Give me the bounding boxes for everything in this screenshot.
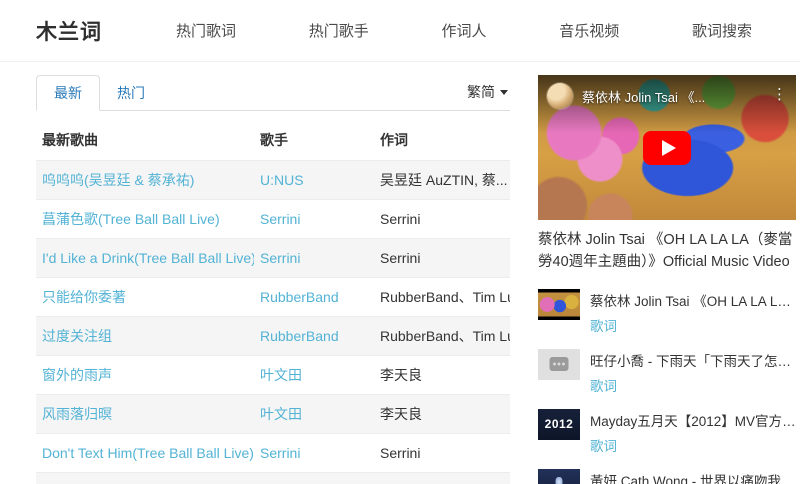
song-row: 呜呜呜(吴昱廷 & 蔡承祐) U:NUS 吴昱廷 AuZTIN, 蔡... bbox=[36, 160, 510, 200]
nav-item-lyric-search[interactable]: 歌词搜索 bbox=[691, 23, 752, 40]
placeholder-video-icon bbox=[549, 357, 569, 371]
tab-hot[interactable]: 热门 bbox=[117, 85, 145, 101]
lyrics-link[interactable]: 歌词 bbox=[590, 378, 617, 394]
song-row: I'd Like a Drink(Tree Ball Ball Live) Se… bbox=[36, 238, 510, 278]
site-logo[interactable]: 木兰词 bbox=[36, 20, 102, 44]
song-title-link[interactable]: Don't Text Him(Tree Ball Ball Live) bbox=[42, 445, 254, 461]
nav-item-hot-singers[interactable]: 热门歌手 bbox=[308, 23, 369, 40]
song-title-link[interactable]: 风雨落归暝 bbox=[42, 406, 112, 422]
video-sidebar: 蔡依林 Jolin Tsai 《... ⋮ 蔡依林 Jolin Tsai 《OH… bbox=[538, 75, 796, 484]
singer-link[interactable]: 叶文田 bbox=[260, 367, 302, 383]
video-thumbnail bbox=[538, 348, 580, 380]
more-options-icon[interactable]: ⋮ bbox=[772, 86, 787, 103]
writer-text: 李天良 bbox=[380, 406, 422, 422]
lyrics-link[interactable]: 歌词 bbox=[590, 438, 617, 454]
nav-item-hot-lyrics[interactable]: 热门歌词 bbox=[176, 23, 237, 40]
youtube-play-button[interactable] bbox=[643, 130, 691, 165]
song-title-link[interactable]: 过度关注组 bbox=[42, 328, 112, 344]
nav-item-lyricists[interactable]: 作词人 bbox=[441, 23, 487, 40]
singer-link[interactable]: Serrini bbox=[260, 445, 301, 461]
video-list-item: 旺仔小喬 - 下雨天「下雨天了怎麼辦... 歌词 bbox=[538, 348, 796, 396]
tab-bar: 最新 热门 繁简 bbox=[36, 75, 510, 111]
youtube-player[interactable]: 蔡依林 Jolin Tsai 《... ⋮ bbox=[538, 75, 796, 220]
song-row: 过度关注组 RubberBand RubberBand、Tim Lui bbox=[36, 316, 510, 356]
singer-link[interactable]: Serrini bbox=[260, 250, 301, 266]
thumbnail-caption: 2012 bbox=[544, 417, 574, 431]
video-list-item: 2012 Mayday五月天【2012】MV官方完... 歌词 bbox=[538, 408, 796, 456]
table-header-row: 最新歌曲 歌手 作词 bbox=[36, 120, 510, 161]
main-nav: 热门歌词 热门歌手 作词人 音乐视频 歌词搜索 bbox=[176, 20, 752, 41]
channel-avatar[interactable] bbox=[547, 83, 573, 109]
tab-latest[interactable]: 最新 bbox=[36, 75, 100, 111]
player-overlay-title[interactable]: 蔡依林 Jolin Tsai 《... bbox=[582, 90, 706, 105]
song-row: 窗外的雨声 叶文田 李天良 bbox=[36, 355, 510, 395]
column-header-singer: 歌手 bbox=[260, 132, 288, 148]
singer-link[interactable]: Serrini bbox=[260, 211, 301, 227]
related-video-list: 蔡依林 Jolin Tsai 《OH LA LA LA（... 歌词 旺仔小喬 … bbox=[538, 288, 796, 484]
column-header-writer: 作词 bbox=[380, 132, 408, 148]
singer-link[interactable]: 叶文田 bbox=[260, 406, 302, 422]
singer-link[interactable]: RubberBand bbox=[260, 328, 339, 344]
lyrics-link[interactable]: 歌词 bbox=[590, 318, 617, 334]
song-title-link[interactable]: 只能给你委著 bbox=[42, 289, 126, 305]
song-row: 风雨落归暝 叶文田 李天良 bbox=[36, 394, 510, 434]
video-list-item: 蔡依林 Jolin Tsai 《OH LA LA LA（... 歌词 bbox=[538, 288, 796, 336]
column-header-song: 最新歌曲 bbox=[42, 132, 98, 148]
top-navbar: 木兰词 热门歌词 热门歌手 作词人 音乐视频 歌词搜索 bbox=[0, 0, 800, 62]
traditional-simplified-toggle[interactable]: 繁简 bbox=[467, 82, 510, 110]
singer-link[interactable]: RubberBand bbox=[260, 289, 339, 305]
writer-text: RubberBand、Tim Lui bbox=[380, 289, 510, 305]
nav-item-music-videos[interactable]: 音乐视频 bbox=[559, 23, 620, 40]
video-item-title: 旺仔小喬 - 下雨天「下雨天了怎麼辦... bbox=[590, 353, 796, 369]
video-list-item: 黃妍 Cath Wong - 世界以痛吻我而... 歌词 bbox=[538, 468, 796, 484]
player-title-overlay: 蔡依林 Jolin Tsai 《... ⋮ bbox=[538, 75, 796, 133]
video-item-title: 黃妍 Cath Wong - 世界以痛吻我而... bbox=[590, 473, 796, 484]
song-title-link[interactable]: 呜呜呜(吴昱廷 & 蔡承祐) bbox=[42, 172, 195, 188]
song-title-link[interactable]: I'd Like a Drink(Tree Ball Ball Live) bbox=[42, 250, 254, 266]
writer-text: 吴昱廷 AuZTIN, 蔡... bbox=[380, 172, 508, 188]
writer-text: Serrini bbox=[380, 445, 421, 461]
writer-text: Serrini bbox=[380, 250, 421, 266]
video-thumbnail bbox=[538, 468, 580, 484]
video-thumbnail bbox=[538, 288, 580, 320]
song-title-link[interactable]: 窗外的雨声 bbox=[42, 367, 112, 383]
song-title-link[interactable]: 菖蒲色歌(Tree Ball Ball Live) bbox=[42, 211, 220, 227]
song-row: D.N.D. 勿扰 U:NUS 吴昱廷 AuZTIN, 高... bbox=[36, 472, 510, 484]
lang-toggle-label: 繁简 bbox=[467, 84, 495, 100]
page-body: 最新 热门 繁简 最新歌曲 歌手 作词 呜呜呜(吴昱廷 & 蔡承祐) U:NUS bbox=[0, 62, 800, 484]
video-item-title: 蔡依林 Jolin Tsai 《OH LA LA LA（... bbox=[590, 293, 796, 309]
video-thumbnail: 2012 bbox=[538, 408, 580, 440]
writer-text: RubberBand、Tim Lui bbox=[380, 328, 510, 344]
singer-link[interactable]: U:NUS bbox=[260, 172, 304, 188]
latest-songs-table: 最新歌曲 歌手 作词 呜呜呜(吴昱廷 & 蔡承祐) U:NUS 吴昱廷 AuZT… bbox=[36, 120, 510, 484]
video-item-title: Mayday五月天【2012】MV官方完... bbox=[590, 413, 796, 429]
song-row: 菖蒲色歌(Tree Ball Ball Live) Serrini Serrin… bbox=[36, 199, 510, 239]
writer-text: 李天良 bbox=[380, 367, 422, 383]
song-row: Don't Text Him(Tree Ball Ball Live) Serr… bbox=[36, 433, 510, 473]
video-title: 蔡依林 Jolin Tsai 《OH LA LA LA（麥當勞40週年主題曲）》… bbox=[538, 232, 793, 270]
chevron-down-icon bbox=[500, 89, 508, 95]
writer-text: Serrini bbox=[380, 211, 421, 227]
song-row: 只能给你委著 RubberBand RubberBand、Tim Lui bbox=[36, 277, 510, 317]
song-list-panel: 最新 热门 繁简 最新歌曲 歌手 作词 呜呜呜(吴昱廷 & 蔡承祐) U:NUS bbox=[36, 75, 510, 484]
